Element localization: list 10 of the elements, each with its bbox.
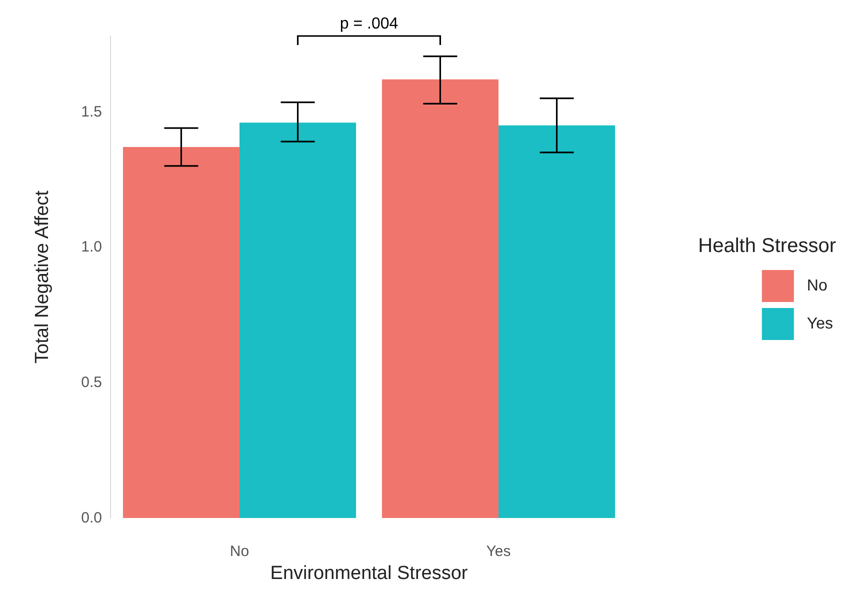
y-tick-label: 0.0: [81, 510, 102, 526]
y-tick-label: 1.0: [81, 238, 102, 256]
legend-label: Yes: [806, 316, 834, 332]
y-tick-label: 0.5: [81, 374, 102, 392]
legend-label: No: [806, 278, 828, 294]
x-axis-title: Environmental Stressor: [270, 562, 468, 584]
y-tick-label: 1.5: [81, 103, 102, 120]
text: p = .004: [340, 16, 398, 32]
y-axis-title: Total Negative Affect: [32, 190, 53, 364]
legend-title: Health Stressor: [698, 235, 836, 257]
